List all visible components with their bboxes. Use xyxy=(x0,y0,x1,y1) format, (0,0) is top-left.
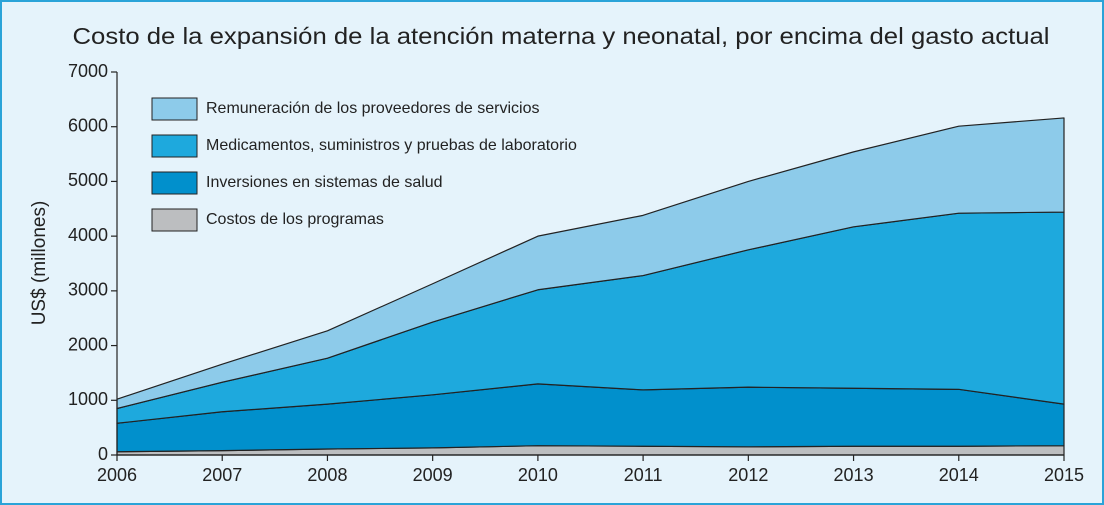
y-tick-label: 1000 xyxy=(68,389,108,409)
y-tick-label: 0 xyxy=(98,444,108,464)
legend-swatch xyxy=(151,134,198,158)
legend-label: Remuneración de los proveedores de servi… xyxy=(206,100,540,117)
x-tick-label: 2010 xyxy=(518,465,558,485)
x-tick-label: 2014 xyxy=(939,465,979,485)
y-tick-label: 4000 xyxy=(68,225,108,245)
legend-label: Medicamentos, suministros y pruebas de l… xyxy=(206,137,577,154)
legend-label: Inversiones en sistemas de salud xyxy=(206,174,443,191)
x-tick-label: 2015 xyxy=(1044,465,1084,485)
legend-swatch xyxy=(151,97,198,121)
y-tick-label: 7000 xyxy=(68,61,108,81)
y-tick-label: 6000 xyxy=(68,115,108,135)
x-tick-label: 2006 xyxy=(97,465,137,485)
legend-swatch xyxy=(151,171,198,195)
y-tick-label: 3000 xyxy=(68,280,108,300)
x-tick-label: 2009 xyxy=(413,465,453,485)
x-tick-label: 2011 xyxy=(624,465,663,485)
y-tick-label: 2000 xyxy=(68,334,108,354)
y-tick-label: 5000 xyxy=(68,170,108,190)
area xyxy=(116,117,1065,410)
x-tick-label: 2013 xyxy=(834,465,874,485)
y-axis-label: US$ (millones) xyxy=(29,201,50,326)
x-tick-label: 2008 xyxy=(307,465,347,485)
legend-swatch xyxy=(151,208,198,232)
chart-title: Costo de la expansión de la atención mat… xyxy=(73,23,1050,49)
legend-label: Costos de los programas xyxy=(206,211,384,228)
x-tick-label: 2007 xyxy=(202,465,242,485)
x-tick-label: 2012 xyxy=(728,465,768,485)
